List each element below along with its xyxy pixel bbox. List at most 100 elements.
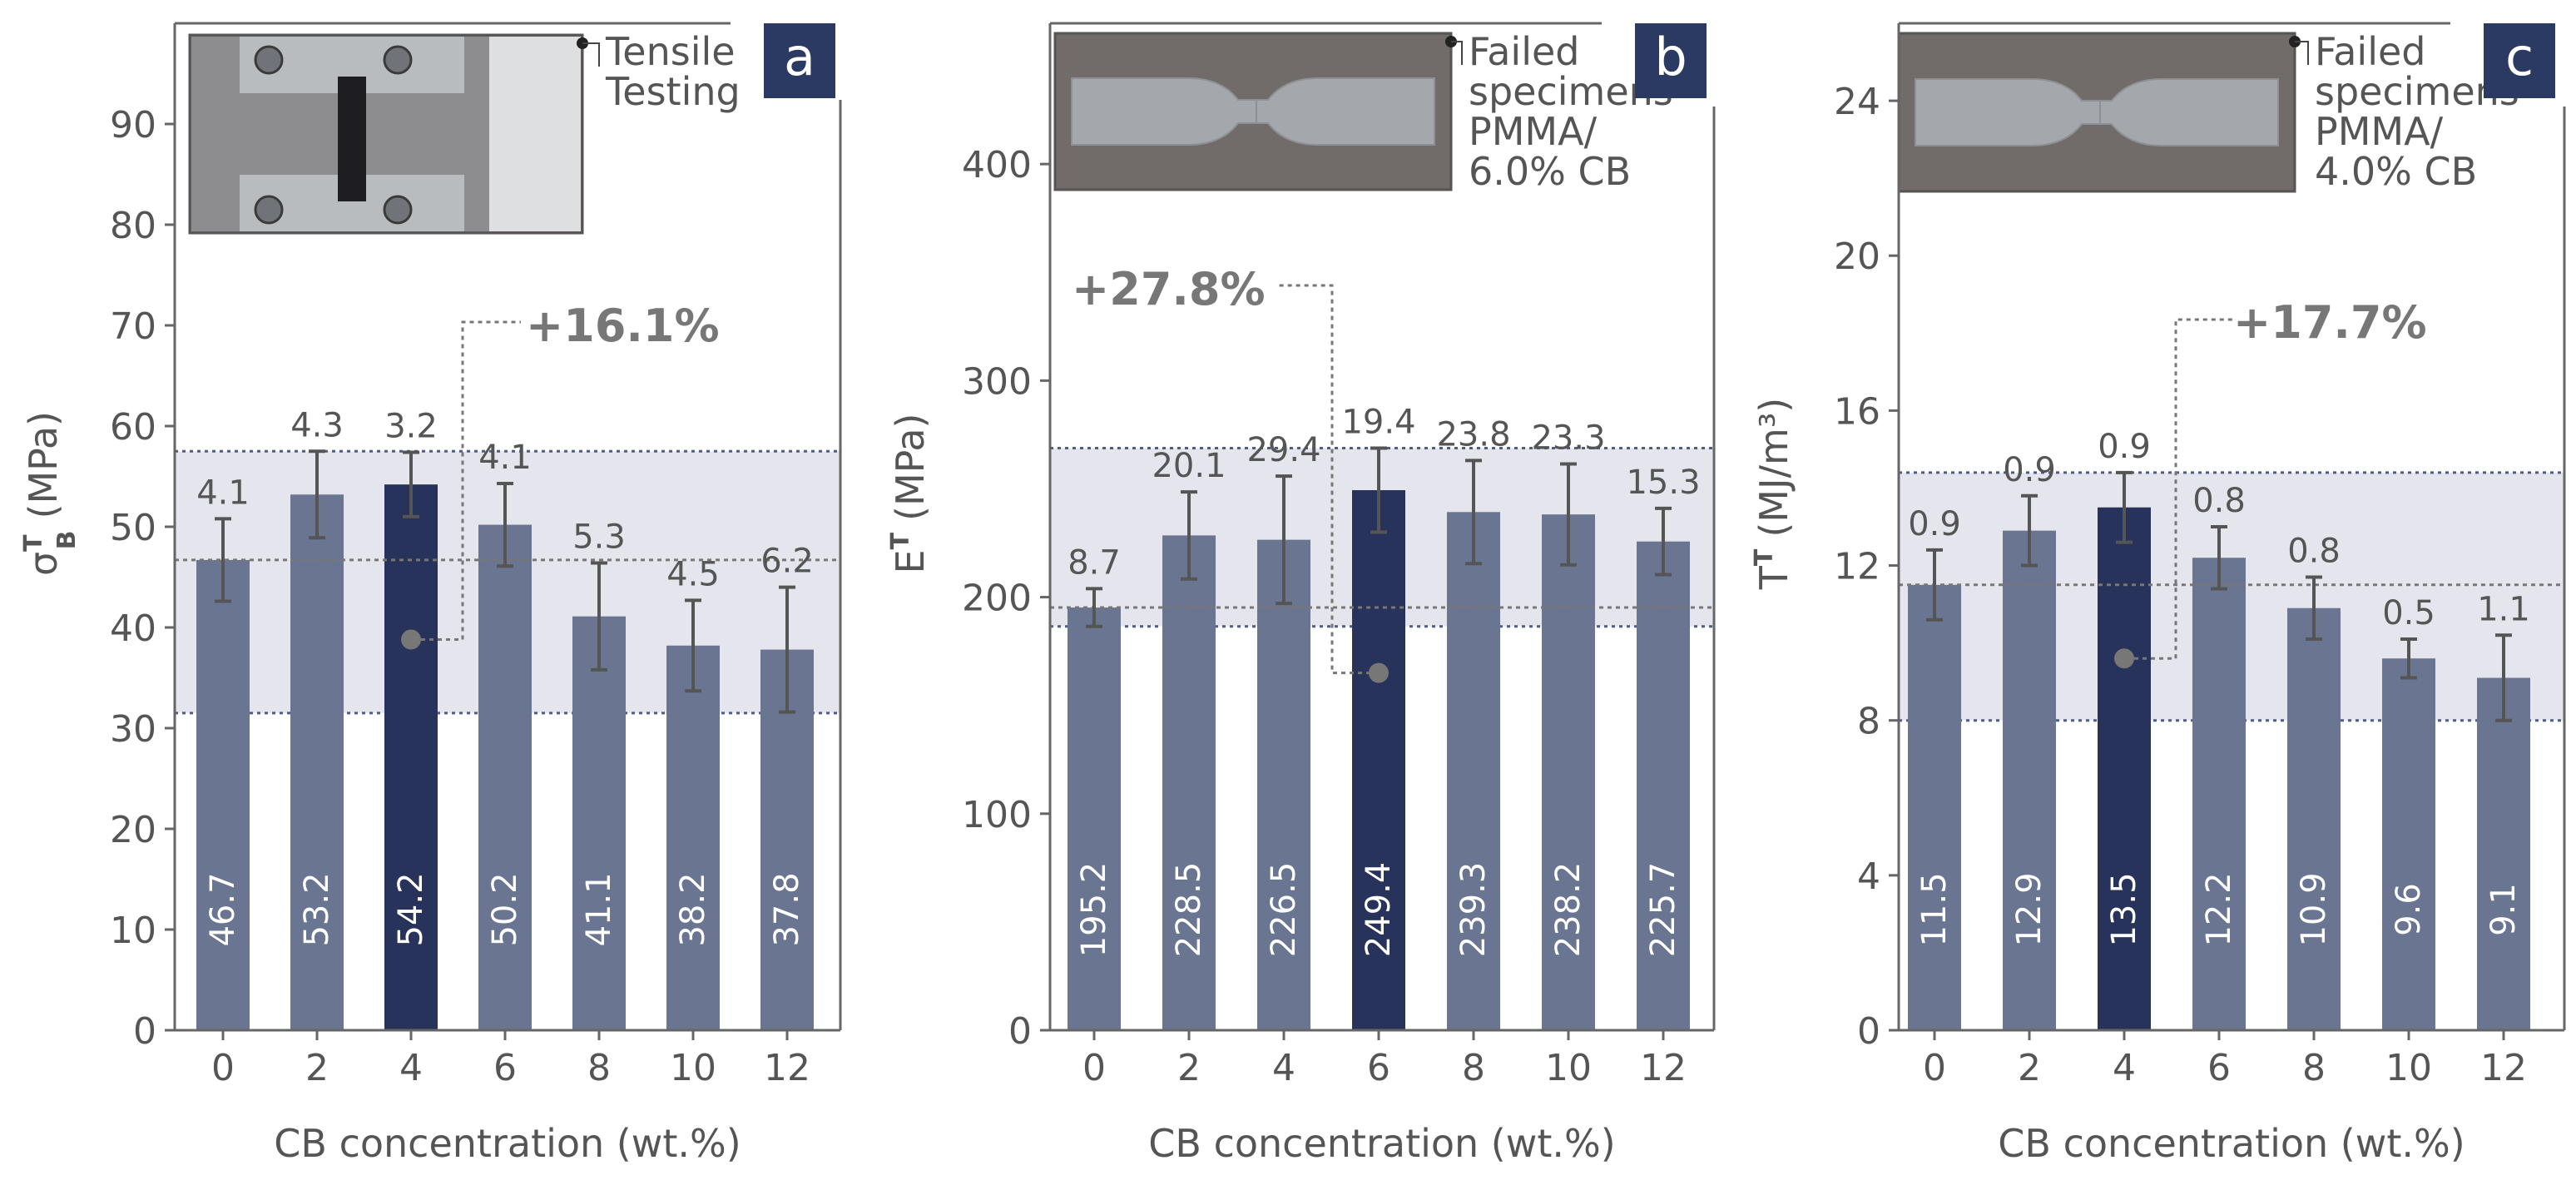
y-tick-label: 12 [1834,546,1880,588]
marker-dot [1369,662,1389,683]
inset-caption-line: Testing [605,69,741,114]
callout-line [1451,41,1463,65]
y-tick-label: 0 [1857,1010,1880,1053]
y-tick-label: 70 [110,305,156,348]
inset-caption-line: 6.0% CB [1469,149,1631,194]
bar-value-label: 37.8 [768,872,806,946]
improvement-label: +17.7% [2233,296,2427,349]
bar-value-label: 226.5 [1265,862,1303,958]
y-axis-label: ET (MPa) [886,414,933,574]
photo-frame-right [489,37,581,231]
bar-value-label: 195.2 [1075,862,1113,958]
grip-screw [254,45,284,75]
bar [2098,507,2151,1030]
y-axis-label-subscript: B [52,530,82,549]
bar [196,559,250,1030]
y-tick-label: 60 [110,406,156,449]
error-label: 20.1 [1152,447,1226,485]
x-tick-label: 6 [493,1047,517,1089]
bar [1637,541,1690,1030]
x-tick-label: 2 [305,1047,329,1089]
panel-label-badge: a [764,23,835,98]
error-label: 0.8 [2192,482,2246,520]
y-tick-label: 20 [110,809,156,851]
y-axis-label-symbol: T [1751,565,1796,590]
error-label: 3.2 [384,407,438,445]
error-label: 0.9 [1908,505,1961,543]
bar [2003,530,2056,1030]
y-tick-label: 100 [962,794,1032,836]
y-tick-label: 0 [1008,1010,1032,1053]
error-label: 0.9 [2003,451,2056,489]
error-label: 8.7 [1068,543,1121,582]
bar [572,616,626,1030]
grip-screw [254,195,284,225]
bar-value-label: 225.7 [1644,862,1682,958]
bar [1908,584,1961,1030]
y-axis-label-superscript: T [1750,548,1779,566]
bar-value-label: 13.5 [2105,872,2143,946]
x-tick-label: 6 [1367,1047,1390,1089]
improvement-connector [2134,318,2234,660]
y-tick-label: 90 [110,104,156,146]
error-label: 4.1 [196,474,250,512]
panel-a: 4.1 4.3 3.2 4.1 5.3 4.5 6.2 46.7 53.2 54.2 50.2 41.… [19,22,842,1166]
marker-dot [401,629,421,650]
bar [666,645,720,1030]
error-label: 1.1 [2477,590,2530,628]
x-axis-label: CB concentration (wt.%) [1998,1121,2465,1166]
x-tick-label: 8 [2302,1047,2326,1089]
y-tick-label: 16 [1834,390,1880,433]
bar-value-label: 9.6 [2390,883,2428,936]
y-axis-label-unit: (MPa) [888,414,933,521]
error-label: 0.8 [2287,533,2341,571]
bar-value-label: 38.2 [674,872,712,946]
error-label: 0.9 [2098,428,2151,466]
bar [2287,607,2341,1030]
inset-caption-line: Tensile [605,29,736,74]
error-label: 5.3 [572,518,626,557]
specimen [338,77,366,201]
x-tick-label: 4 [399,1047,423,1089]
x-tick-label: 10 [2385,1047,2432,1089]
error-label: 23.3 [1531,419,1605,458]
y-axis-label: TT (MJ/m³) [1750,398,1796,590]
panel-label-bg [2484,23,2555,98]
y-axis-label-unit: (MJ/m³) [1751,398,1796,538]
bar [2382,658,2435,1030]
callout-line [2295,41,2309,65]
specimen-half [1256,77,1435,146]
x-tick-label: 6 [2207,1047,2231,1089]
x-tick-label: 10 [1545,1047,1592,1089]
panel-label-bg [764,23,835,98]
bar [2477,677,2530,1030]
y-axis-label: σT B (MPa) [19,411,82,576]
bar-value-label: 50.2 [486,872,524,946]
x-tick-label: 8 [587,1047,611,1089]
panel-label-badge: c [2484,23,2555,98]
x-tick-label: 4 [1272,1047,1295,1089]
y-tick-label: 0 [133,1010,156,1053]
y-tick-label: 10 [110,910,156,952]
bar-value-label: 9.1 [2484,883,2523,936]
bar [290,494,344,1030]
improvement-label: +16.1% [526,300,720,352]
y-axis-label-superscript: T [19,534,48,552]
inset-photo [1053,32,1453,191]
bar [1352,490,1405,1030]
grip-screw [383,195,413,225]
inset-caption-line: Failed [2315,29,2426,74]
y-tick-label: 20 [1834,236,1880,278]
marker-dot [2114,648,2134,669]
inset-caption-line: 4.0% CB [2315,149,2477,194]
error-label: 15.3 [1626,464,1700,502]
x-tick-label: 12 [764,1047,810,1089]
y-tick-label: 200 [962,578,1032,620]
grip-screw [383,45,413,75]
inset-photo [1897,32,2296,193]
bar-value-label: 10.9 [2295,872,2333,946]
y-axis-label-symbol: σ [21,552,66,576]
inset-photo [188,33,584,235]
bar [478,524,532,1030]
bar-value-label: 46.7 [204,872,242,946]
